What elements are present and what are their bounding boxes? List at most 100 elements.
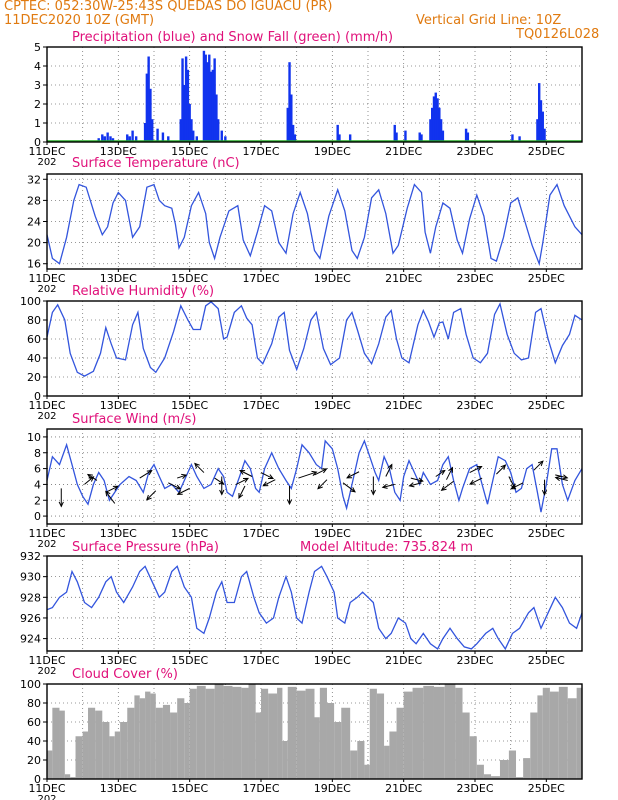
temp-frame xyxy=(46,173,583,270)
precip-bar xyxy=(202,50,206,142)
wind-vector xyxy=(177,474,187,479)
wind-ytick-label: 10 xyxy=(27,431,41,444)
precip-bar xyxy=(434,92,437,142)
precip-bar xyxy=(167,136,170,142)
cloud-title: Cloud Cover (%) xyxy=(72,667,178,682)
wind-vector-head xyxy=(562,474,569,480)
precip-bar xyxy=(541,111,544,142)
precip-bar xyxy=(208,54,211,142)
wind-vector xyxy=(314,468,327,476)
precip-frame xyxy=(46,46,583,143)
cloud-xtick-label: 11DEC xyxy=(28,782,65,795)
temp-series-line xyxy=(46,183,583,267)
wind-vector-head xyxy=(541,489,548,496)
wind-xtick-label: 19DEC xyxy=(314,527,351,540)
rh-xtick-label: 21DEC xyxy=(385,399,422,412)
precip-bar xyxy=(106,132,109,142)
cloud-cover-bar xyxy=(196,685,206,779)
precip-bar xyxy=(97,138,100,142)
precip-bar xyxy=(103,136,106,142)
precip-bar xyxy=(439,119,443,142)
wind-vector-head xyxy=(112,485,119,491)
rh-xtick-label: 15DEC xyxy=(171,399,208,412)
cloud-cover-bar xyxy=(357,741,365,779)
cloud-xtick-label: 17DEC xyxy=(242,782,279,795)
precip-bar xyxy=(338,134,341,142)
precip-bar xyxy=(395,132,398,142)
pres-xtick-label: 19DEC xyxy=(314,654,351,667)
wind-vector xyxy=(435,470,446,477)
wind-vector xyxy=(84,476,94,485)
temp-year-label: 202 xyxy=(37,284,56,295)
wind-vector xyxy=(382,483,395,488)
cloud-ytick-label: 0 xyxy=(34,773,41,786)
pres-ytick-label: 932 xyxy=(20,550,41,563)
wind-vector xyxy=(235,477,249,485)
wind-vector xyxy=(105,485,119,493)
cloud-cover-bar xyxy=(376,693,385,779)
precip-ytick-label: 5 xyxy=(34,41,41,54)
temp-panel: 16 20 24 28 32 11DEC 13DEC 15DEC 17DEC 19DEC 21DEC… xyxy=(27,173,583,295)
wind-vector-head xyxy=(219,489,225,496)
cloud-cover-bar xyxy=(444,684,456,779)
wind-vector xyxy=(496,464,506,475)
cloud-panel: 0 20 40 60 80 100 11DEC 13DEC 15DEC 17DEC 19DEC 21D… xyxy=(20,678,583,800)
pres-ytick-label: 924 xyxy=(20,633,41,646)
cloud-cover-bar xyxy=(341,707,351,779)
wind-vector xyxy=(555,474,568,479)
cloud-ytick-label: 60 xyxy=(27,716,41,729)
cloud-cover-bar xyxy=(558,686,568,779)
pres-xtick-label: 13DEC xyxy=(100,654,137,667)
precip-bar xyxy=(192,130,195,142)
precip-bar xyxy=(151,119,154,142)
cloud-cover-bar xyxy=(162,704,171,779)
precip-bar xyxy=(431,107,434,142)
cloud-cover-bar xyxy=(232,686,242,779)
cloud-cover-bar xyxy=(483,774,492,779)
cloud-frame xyxy=(46,683,583,780)
pres-xtick-label: 21DEC xyxy=(385,654,422,667)
cloud-xtick-label: 15DEC xyxy=(171,782,208,795)
cloud-cover-bar xyxy=(287,686,297,779)
precip-bar xyxy=(188,104,191,142)
precip-bar xyxy=(436,98,439,142)
cloud-cover-bar xyxy=(433,686,445,779)
precip-bar xyxy=(186,69,190,142)
wind-vector xyxy=(139,470,152,479)
precip-bar xyxy=(464,128,468,142)
wind-vector-head xyxy=(381,483,388,489)
precip-bar xyxy=(213,58,216,142)
wind-vector-head xyxy=(242,477,250,483)
wind-vector xyxy=(469,466,482,473)
rh-xtick-label: 13DEC xyxy=(100,399,137,412)
wind-vector xyxy=(342,482,356,493)
wind-vector-head xyxy=(268,474,275,479)
cloud-ytick-label: 80 xyxy=(27,697,41,710)
wind-vector-head xyxy=(311,470,318,476)
wind-vector-head xyxy=(321,468,328,474)
precip-bar xyxy=(429,119,432,142)
pres-panel: 924 926 928 930 932 11DEC 13DEC 15DEC 17DEC 19DEC… xyxy=(20,550,583,677)
pres-xtick-label: 23DEC xyxy=(456,654,493,667)
precip-bar xyxy=(134,136,138,142)
cloud-cover-bar xyxy=(261,688,269,779)
wind-vector-head xyxy=(262,481,269,487)
precip-bar xyxy=(131,130,134,142)
wind-xtick-label: 21DEC xyxy=(385,527,422,540)
wind-vector xyxy=(441,480,454,491)
wind-vector-head xyxy=(146,469,153,476)
cloud-cover-bar xyxy=(523,758,531,779)
wind-vector-head xyxy=(194,462,200,469)
cloud-cover-bar xyxy=(268,693,278,779)
precip-xtick-label: 17DEC xyxy=(242,145,279,158)
precip-bar xyxy=(432,96,436,142)
precip-bar xyxy=(288,62,291,143)
pres-xtick-label: 25DEC xyxy=(528,654,565,667)
precip-bar xyxy=(101,134,104,142)
cloud-cover-bar xyxy=(189,688,197,779)
cloud-cover-bar xyxy=(403,691,413,779)
cloud-cover-bar xyxy=(75,736,83,779)
precip-xtick-label: 11DEC xyxy=(28,145,65,158)
rh-ytick-label: 0 xyxy=(34,390,41,403)
